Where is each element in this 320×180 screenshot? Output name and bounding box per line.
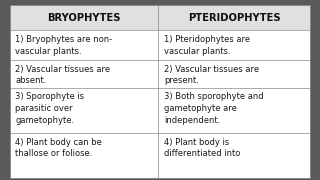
Text: 2) Vascular tissues are
absent.: 2) Vascular tissues are absent.: [15, 65, 110, 86]
Text: 3) Both sporophyte and
gametophyte are
independent.: 3) Both sporophyte and gametophyte are i…: [164, 93, 264, 125]
Text: 1) Pteridophytes are
vascular plants.: 1) Pteridophytes are vascular plants.: [164, 35, 250, 56]
Text: 4) Plant body is
differentiated into: 4) Plant body is differentiated into: [164, 138, 241, 158]
Bar: [10, 5, 310, 30]
Text: 3) Sporophyte is
parasitic over
gametophyte.: 3) Sporophyte is parasitic over gametoph…: [15, 93, 84, 125]
Text: 1) Bryophytes are non-
vascular plants.: 1) Bryophytes are non- vascular plants.: [15, 35, 113, 56]
Text: 4) Plant body can be
thallose or foliose.: 4) Plant body can be thallose or foliose…: [15, 138, 102, 158]
Text: 2) Vascular tissues are
present.: 2) Vascular tissues are present.: [164, 65, 259, 86]
Text: BRYOPHYTES: BRYOPHYTES: [47, 13, 121, 23]
Text: PTERIDOPHYTES: PTERIDOPHYTES: [188, 13, 281, 23]
